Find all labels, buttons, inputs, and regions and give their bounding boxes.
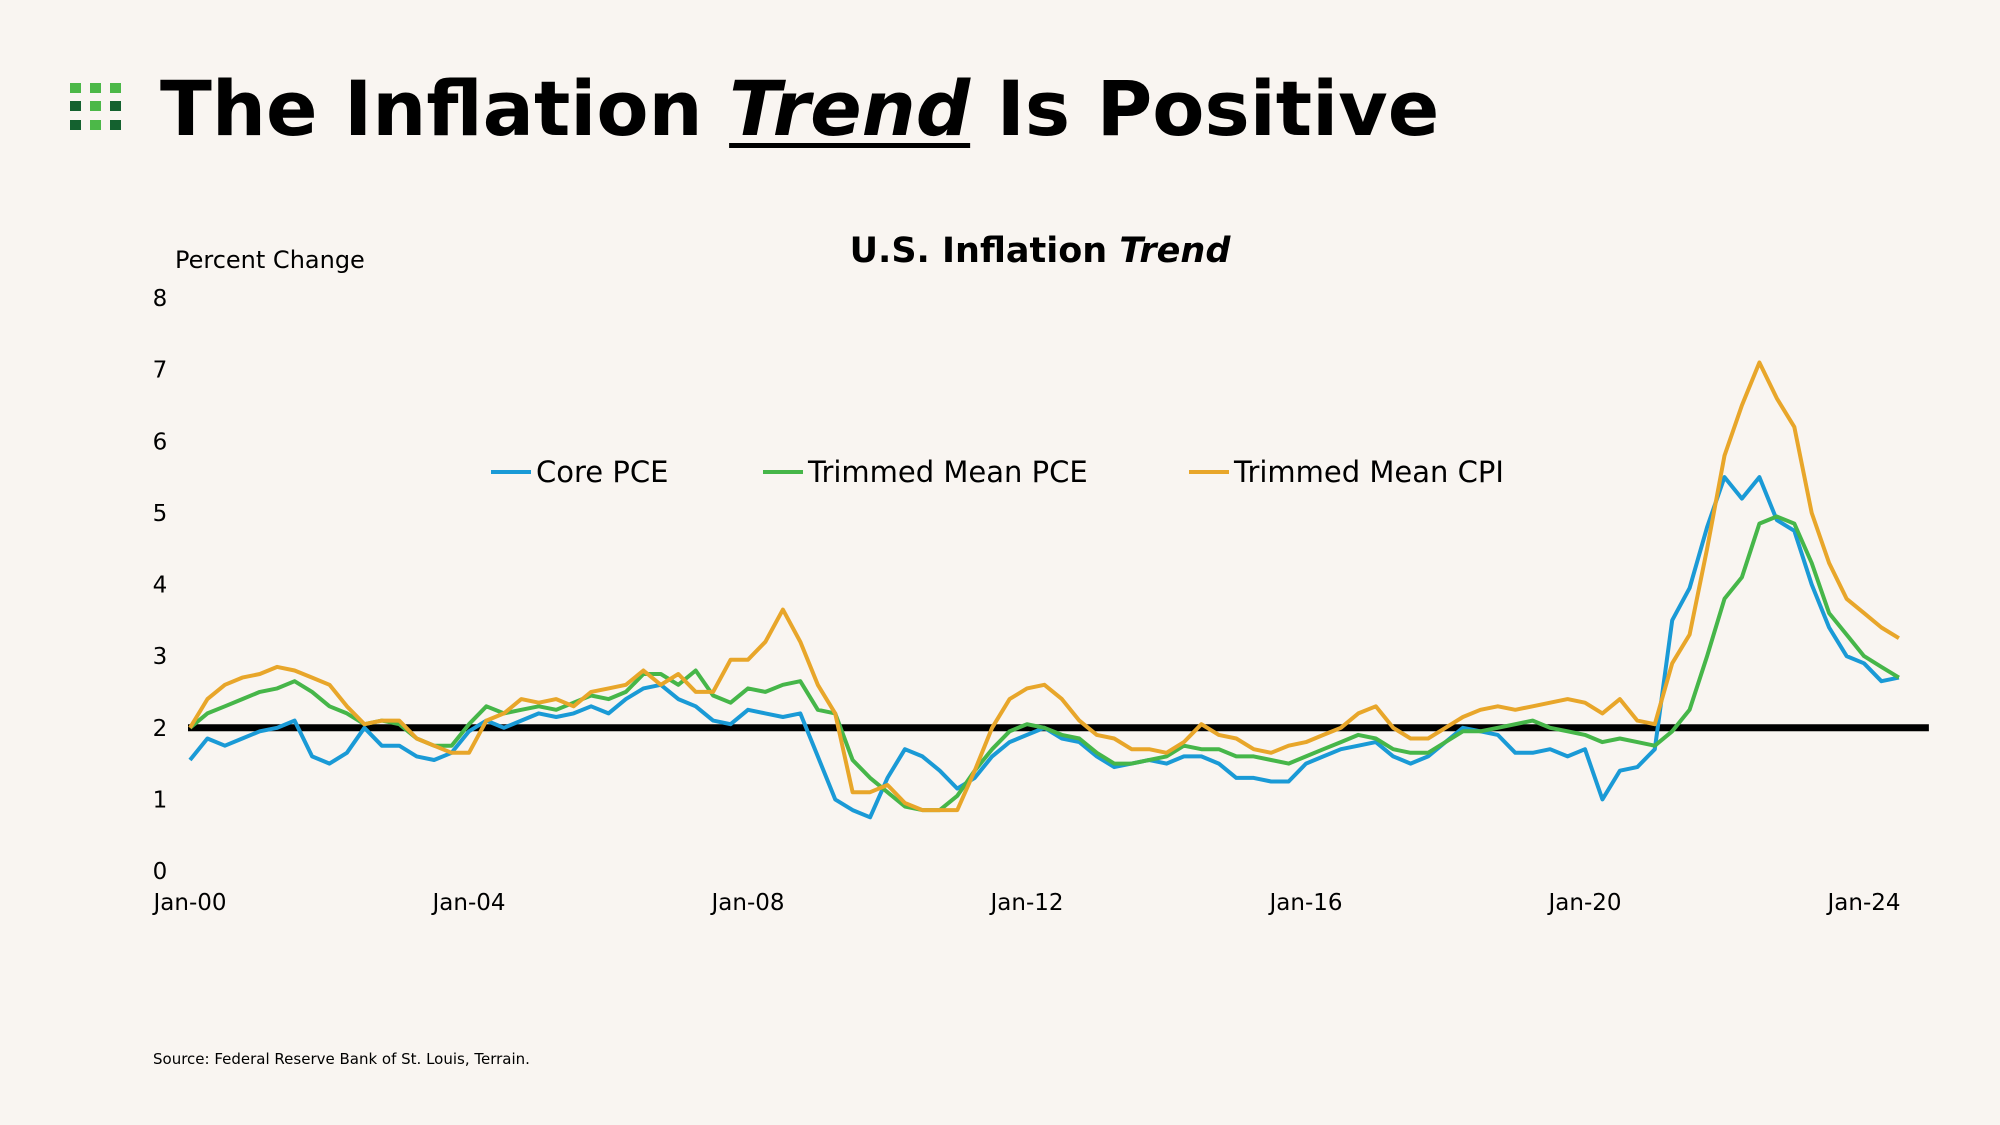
y-tick-label: 3 bbox=[153, 644, 168, 670]
y-tick-label: 5 bbox=[153, 501, 168, 527]
x-tick-label: Jan-12 bbox=[988, 890, 1063, 916]
y-tick-label: 2 bbox=[153, 716, 168, 742]
page-title: The Inflation Trend Is Positive bbox=[160, 64, 1439, 153]
y-tick-label: 0 bbox=[153, 859, 168, 885]
x-tick-label: Jan-08 bbox=[709, 890, 784, 916]
series-line-core-pce bbox=[188, 475, 1900, 820]
x-tick-label: Jan-16 bbox=[1267, 890, 1342, 916]
y-tick-label: 7 bbox=[153, 358, 168, 384]
y-tick-label: 8 bbox=[153, 286, 168, 312]
x-tick-label: Jan-20 bbox=[1546, 890, 1621, 916]
y-tick-label: 6 bbox=[153, 429, 168, 455]
y-axis-label: Percent Change bbox=[175, 246, 365, 274]
x-tick-label: Jan-24 bbox=[1825, 890, 1900, 916]
legend-label: Core PCE bbox=[536, 455, 668, 489]
series-line-trimmed-mean-pce bbox=[188, 514, 1900, 813]
series-line-trimmed-mean-cpi bbox=[188, 360, 1900, 813]
y-tick-label: 4 bbox=[153, 573, 168, 599]
title-text: The Inflation bbox=[160, 64, 730, 153]
source-note: Source: Federal Reserve Bank of St. Loui… bbox=[153, 1050, 530, 1068]
legend-label: Trimmed Mean PCE bbox=[807, 455, 1088, 489]
logo-icon bbox=[70, 83, 124, 131]
title-emphasis: Trend bbox=[729, 64, 971, 153]
x-tick-label: Jan-00 bbox=[151, 890, 226, 916]
legend-label: Trimmed Mean CPI bbox=[1233, 455, 1504, 489]
chart-title: U.S. Inflation Trend bbox=[850, 231, 1232, 271]
x-tick-label: Jan-04 bbox=[430, 890, 505, 916]
title-text-end: Is Positive bbox=[970, 64, 1440, 153]
y-tick-label: 1 bbox=[153, 787, 168, 813]
